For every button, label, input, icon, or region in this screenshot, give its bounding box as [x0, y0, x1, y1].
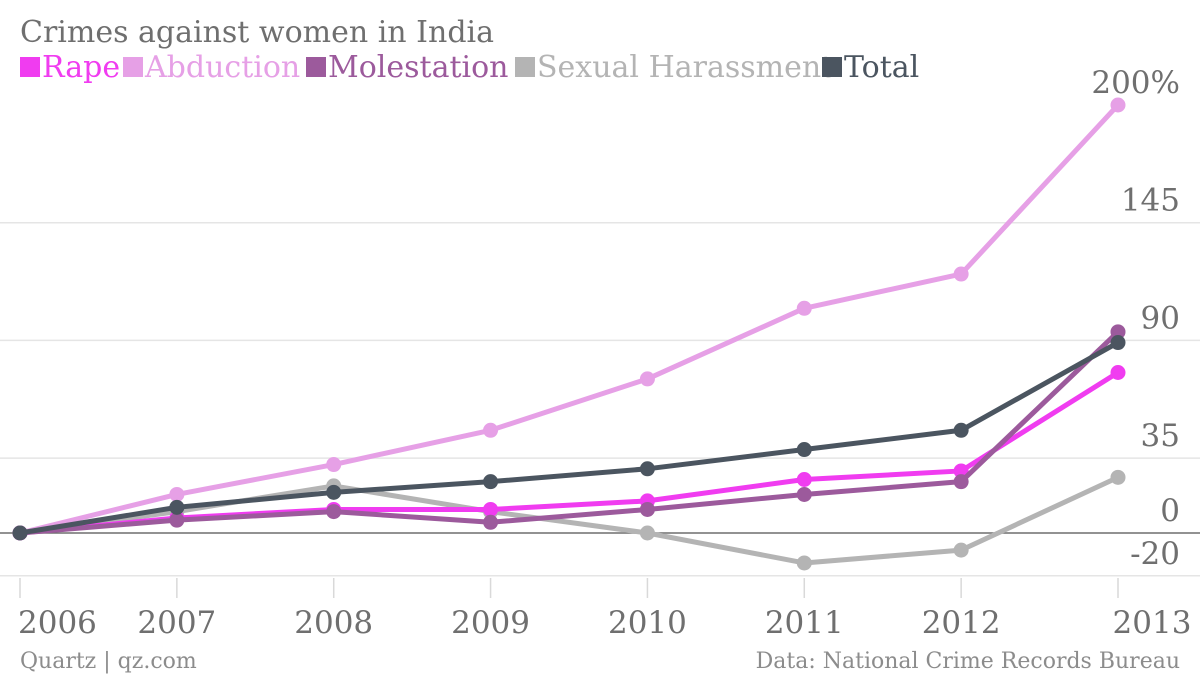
- legend-label: Total: [844, 50, 919, 85]
- series-line: [17, 340, 1121, 536]
- y-tick-label: 200%: [1091, 65, 1180, 101]
- x-tick-label: 2012: [922, 605, 1001, 641]
- data-point: [639, 461, 655, 477]
- legend-item: Abduction: [123, 50, 300, 85]
- data-point: [796, 472, 812, 487]
- data-point: [953, 474, 969, 490]
- data-point: [639, 501, 655, 517]
- data-point: [796, 486, 812, 502]
- data-point: [483, 514, 499, 530]
- x-tick-label: 2008: [294, 605, 373, 641]
- x-axis: 2006 2007 2008 2009 2010 2011 2012 2013: [18, 578, 1191, 641]
- data-point: [1110, 469, 1126, 485]
- series-line: [17, 102, 1121, 536]
- data-point: [483, 422, 499, 438]
- data-point: [483, 474, 499, 490]
- data-point: [326, 484, 342, 500]
- series-layer: [12, 97, 1126, 571]
- x-tick-label: 2011: [765, 605, 844, 641]
- series-line: [17, 329, 1121, 536]
- y-tick-label: 35: [1141, 418, 1180, 454]
- x-tick-label: 2009: [451, 605, 530, 641]
- data-point: [1110, 324, 1126, 340]
- data-point: [1110, 365, 1126, 380]
- legend-item: Rape: [20, 50, 120, 85]
- source-left: Quartz | qz.com: [20, 649, 197, 674]
- data-point: [326, 457, 342, 473]
- legend-label: Rape: [42, 50, 120, 85]
- data-point: [1110, 97, 1126, 113]
- data-point: [326, 504, 342, 520]
- series-molestation: [12, 324, 1126, 541]
- data-point: [953, 266, 969, 282]
- data-point: [953, 422, 969, 438]
- legend-label: Abduction: [144, 50, 300, 85]
- legend: Rape Abduction Molestation Sexual Harassmen…: [20, 50, 919, 85]
- data-point: [169, 486, 185, 502]
- legend-swatch: [20, 57, 40, 77]
- x-tick-label: 2007: [137, 605, 216, 641]
- data-point: [796, 300, 812, 316]
- data-point: [639, 371, 655, 387]
- data-point: [169, 512, 185, 528]
- y-tick-label: 145: [1121, 183, 1180, 219]
- y-tick-label: -20: [1130, 536, 1180, 572]
- legend-swatch: [123, 57, 143, 77]
- data-point: [796, 442, 812, 458]
- x-tick-label: 2013: [1113, 605, 1192, 641]
- data-point: [483, 501, 499, 517]
- legend-label: Molestation: [328, 50, 509, 85]
- legend-swatch: [306, 57, 326, 77]
- y-axis-labels: 200% 145 90 35 0 -20: [1091, 65, 1180, 572]
- data-point: [796, 555, 812, 571]
- x-tick-label: 2006: [18, 605, 97, 641]
- series-total: [12, 335, 1126, 541]
- data-point: [12, 525, 28, 541]
- y-tick-label: 0: [1160, 493, 1180, 529]
- legend-item: Total: [822, 50, 919, 85]
- legend-swatch: [822, 57, 842, 77]
- legend-item: Molestation: [306, 50, 509, 85]
- data-point: [1110, 335, 1126, 351]
- legend-swatch: [515, 57, 535, 77]
- x-tick-label: 2010: [608, 605, 687, 641]
- chart-title: Crimes against women in India: [20, 15, 494, 50]
- data-point: [639, 525, 655, 541]
- data-point: [169, 499, 185, 515]
- source-right: Data: National Crime Records Bureau: [756, 649, 1180, 674]
- y-tick-label: 90: [1141, 300, 1180, 336]
- legend-item: Sexual Harassment: [515, 50, 833, 85]
- data-point: [953, 542, 969, 558]
- legend-label: Sexual Harassment: [537, 50, 833, 85]
